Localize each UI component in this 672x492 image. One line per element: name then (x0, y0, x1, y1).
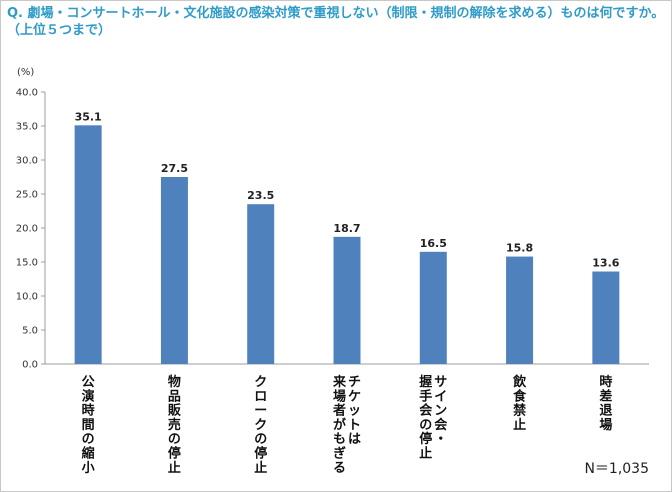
bar (506, 256, 534, 364)
y-axis-unit: (%) (17, 67, 34, 78)
bar (160, 177, 188, 364)
data-label: 35.1 (75, 110, 102, 123)
bar (592, 271, 620, 364)
sample-size-note: N＝1,035 (584, 461, 649, 477)
category-label: サイン会・ (434, 375, 448, 447)
category-label: 握手会の停止 (419, 375, 433, 462)
data-label: 27.5 (161, 162, 188, 175)
category-label: 物品販売の停止 (168, 374, 182, 476)
bar (419, 251, 447, 364)
data-label: 16.5 (420, 237, 447, 250)
data-label: 23.5 (247, 189, 274, 202)
bar (247, 204, 275, 364)
category-label: 時差退場 (599, 374, 612, 433)
y-tick-label: 35.0 (16, 122, 38, 133)
y-ticks: 0.0 5.0 10.0 15.0 20.0 25.0 30.0 35.0 40.0 (16, 88, 45, 371)
category-label: 飲食禁止 (512, 374, 527, 433)
data-label: 15.8 (506, 242, 533, 255)
y-tick-label: 40.0 (16, 88, 38, 99)
y-tick-label: 0.0 (22, 360, 38, 371)
y-tick-label: 30.0 (16, 156, 38, 167)
y-tick-label: 10.0 (16, 292, 38, 303)
bar (333, 236, 361, 364)
y-tick-label: 5.0 (22, 326, 38, 337)
data-label: 13.6 (592, 257, 619, 270)
bar (74, 125, 102, 364)
category-label: クロークの停止 (254, 375, 267, 476)
category-label: 来場者がもぎる (332, 374, 347, 476)
y-tick-label: 20.0 (16, 224, 38, 235)
data-labels: 35.1 27.5 23.5 18.7 16.5 15.8 13.6 (75, 110, 620, 269)
y-tick-label: 15.0 (16, 258, 38, 269)
category-label: 公演時間の縮小 (82, 375, 95, 476)
chart-title: Q. 劇場・コンサートホール・文化施設の感染対策で重視しない（制限・規制の解除を… (7, 6, 665, 38)
y-tick-label: 25.0 (16, 190, 38, 201)
data-label: 18.7 (333, 222, 360, 235)
bars (74, 125, 620, 364)
category-label: チケットは (348, 375, 361, 447)
